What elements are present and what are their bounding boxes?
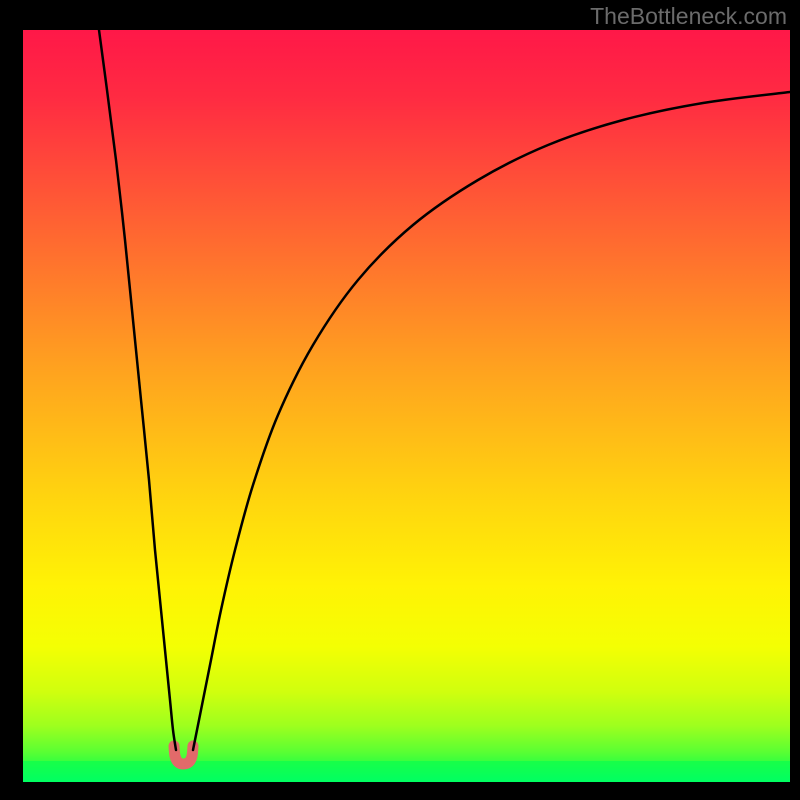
curve-right-branch [193, 92, 790, 750]
plot-area [23, 30, 790, 782]
curve-left-branch [99, 30, 176, 750]
watermark-text: TheBottleneck.com [590, 3, 787, 30]
curves-layer [23, 30, 790, 782]
chart-container: TheBottleneck.com [0, 0, 800, 800]
